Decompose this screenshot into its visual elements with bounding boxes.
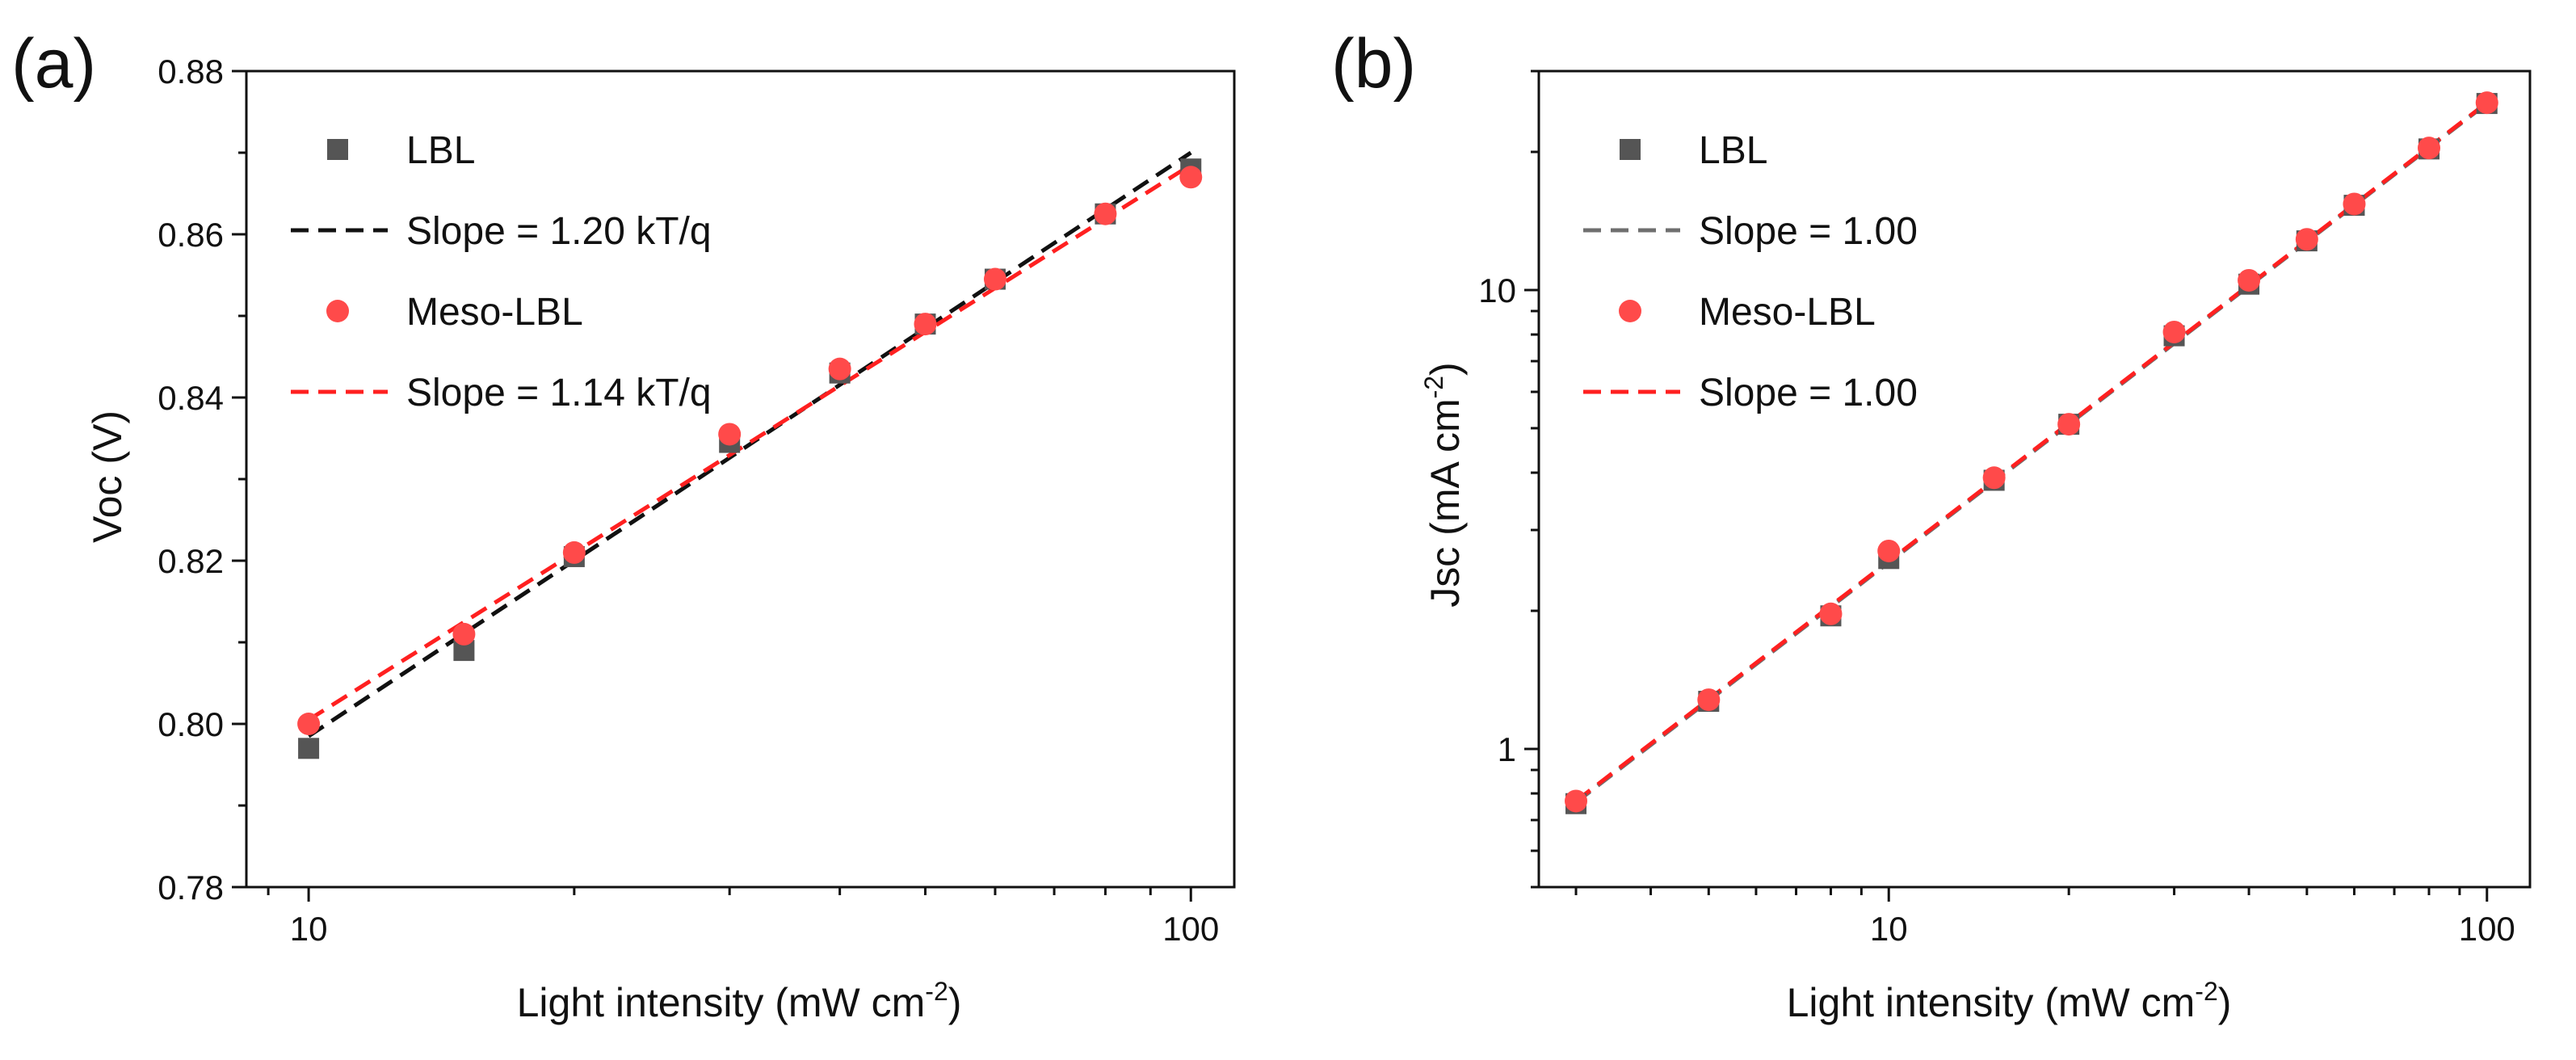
panel-a-point-meso-lbl (914, 313, 937, 336)
panel-b-ylabel-sup: -2 (1419, 376, 1448, 398)
panel-b-legend-circle (1619, 300, 1641, 322)
panel-b-point-meso-lbl (1565, 789, 1588, 813)
panel-b-xlabel-end: ) (2218, 980, 2232, 1025)
panel-a-xlabel-sup: -2 (925, 977, 948, 1006)
panel-a-x-tick-label: 100 (1162, 910, 1219, 948)
panel-b-point-meso-lbl (1982, 466, 2006, 490)
panel-b-legend-symbol (1620, 139, 1641, 160)
panel-b-legend-label: Slope = 1.00 (1699, 210, 1918, 253)
panel-a-frame (245, 69, 1236, 889)
panel-a-y-tick-label: 0.78 (158, 869, 224, 906)
panel-a-label: (a) (11, 25, 96, 103)
panel-a-point-lbl (298, 738, 320, 759)
panel-a-legend-label: Slope = 1.20 kT/q (406, 210, 712, 253)
panel-b-ylabel-end: ) (1422, 362, 1468, 376)
panel-b-point-meso-lbl (1697, 688, 1721, 712)
panel-a-point-meso-lbl (1179, 166, 1203, 189)
panel-a-y-tick-label: 0.80 (158, 705, 224, 743)
chart-marks: 10 100 0.78 0.80 0.82 0.84 0.86 0.88 LBL Slope = … (158, 53, 2532, 948)
panel-b-legend-label: LBL (1699, 129, 1767, 172)
panel-b-point-meso-lbl (2238, 268, 2261, 292)
panel-a-y-tick-label: 0.82 (158, 542, 224, 580)
panel-a-legend-symbol (327, 139, 348, 160)
panel-b-xlabel-main: Light intensity (mW cm (1787, 980, 2196, 1025)
panel-a-legend-label: Meso-LBL (406, 291, 583, 334)
panel-a-point-meso-lbl (452, 622, 476, 646)
panel-b-point-meso-lbl (1877, 539, 1901, 562)
panel-a-point-meso-lbl (562, 541, 586, 564)
panel-b-point-meso-lbl (2475, 91, 2498, 115)
panel-b-x-tick-label: 100 (2459, 910, 2515, 948)
panel-a-point-meso-lbl (828, 357, 851, 381)
panel-a-legend-label: Slope = 1.14 kT/q (406, 372, 712, 414)
panel-b-label: (b) (1331, 25, 1416, 103)
panel-a-xlabel: Light intensity (mW cm-2) (517, 977, 962, 1025)
panel-a-point-meso-lbl (718, 423, 742, 446)
panel-a-xlabel-end: ) (948, 980, 962, 1025)
panel-b-point-meso-lbl (2295, 228, 2318, 251)
panel-a-marks (297, 150, 1203, 759)
panel-b-point-meso-lbl (1819, 602, 1843, 625)
panel-b-xlabel-sup: -2 (2195, 977, 2217, 1006)
panel-b-plot: 10 100 1 10 LBL Slope = 1.00 Meso-LBL Slope = 1… (1478, 69, 2532, 948)
panel-b-y-tick-label: 1 (1498, 730, 1516, 768)
panel-a-y-tick-label: 0.88 (158, 53, 224, 90)
panel-b-legend-symbol (1619, 300, 1641, 322)
panel-a-ylabel: Voc (V) (85, 410, 130, 543)
panel-b-legend-label: Slope = 1.00 (1699, 372, 1918, 414)
panel-a-legend-circle (326, 300, 349, 322)
panel-b-x-tick-label: 10 (1870, 910, 1908, 948)
panel-b-xlabel: Light intensity (mW cm-2) (1787, 977, 2232, 1025)
panel-a-legend-label: LBL (406, 129, 475, 172)
panel-a-point-meso-lbl (1094, 202, 1117, 225)
panel-a-y-tick-label: 0.86 (158, 216, 224, 254)
panel-a-xlabel-main: Light intensity (mW cm (517, 980, 926, 1025)
panel-b-point-meso-lbl (2162, 320, 2186, 343)
panel-a-legend-square (327, 139, 348, 160)
panel-b-marks (1565, 91, 2498, 814)
panel-b-legend-square (1620, 139, 1641, 160)
panel-b-ylabel-main: Jsc (mA cm (1422, 398, 1468, 607)
panel-b-frame (1537, 69, 2532, 889)
panel-b-y-tick-label: 10 (1478, 271, 1516, 309)
panel-a-legend-symbol (326, 300, 349, 322)
panel-a-x-tick-label: 10 (290, 910, 328, 948)
panel-a-point-meso-lbl (983, 267, 1006, 291)
panel-b-legend-label: Meso-LBL (1699, 291, 1876, 334)
panel-a-plot: 10 100 0.78 0.80 0.82 0.84 0.86 0.88 LBL Slope = … (158, 53, 1236, 948)
panel-b-ylabel: Jsc (mA cm-2) (1419, 362, 1468, 607)
panel-a-point-meso-lbl (297, 713, 321, 735)
panel-b-point-meso-lbl (2343, 192, 2366, 216)
panel-b-point-meso-lbl (2418, 137, 2441, 160)
panel-b-point-meso-lbl (2057, 413, 2081, 436)
panel-a-y-tick-label: 0.84 (158, 379, 224, 417)
